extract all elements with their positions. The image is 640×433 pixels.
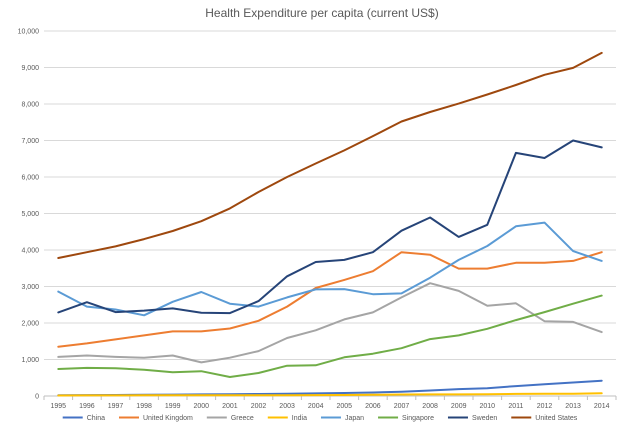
chart-title: Health Expenditure per capita (current U… (205, 6, 438, 20)
series-line-united-states (57, 51, 603, 259)
legend-item-sweden: Sweden (447, 415, 497, 422)
legend-label: Japan (345, 415, 364, 422)
legend-label: United States (535, 415, 578, 422)
series-line-india (57, 392, 603, 397)
x-tick-label: 2008 (422, 403, 438, 410)
legend-label: United Kingdom (143, 415, 193, 422)
legend-item-greece: Greece (206, 415, 254, 422)
y-axis: 0 1,000 2,000 3,000 4,000 5,000 6,000 7,000 8,00… (18, 29, 40, 401)
y-tick-label: 2,000 (21, 321, 39, 328)
legend-label: Sweden (472, 415, 497, 422)
x-tick-label: 1995 (51, 403, 67, 410)
legend-item-united-states: United States (511, 415, 578, 422)
legend-item-china: China (62, 415, 105, 422)
series-line-singapore (57, 294, 603, 378)
legend-label: Singapore (402, 415, 434, 422)
x-tick-label: 1996 (79, 403, 95, 410)
y-tick-label: 7,000 (21, 138, 39, 145)
x-tick-label: 1998 (136, 403, 152, 410)
legend-item-united-kingdom: United Kingdom (119, 415, 193, 422)
y-tick-label: 6,000 (21, 175, 39, 182)
x-tick-label: 2009 (451, 403, 467, 410)
gridlines (44, 30, 616, 397)
legend-item-singapore: Singapore (378, 415, 434, 422)
x-axis: 1995 1996 1997 1998 1999 2000 2001 2002 2003 2004… (43, 396, 617, 410)
series-line-united-kingdom (57, 251, 603, 348)
x-tick-label: 2007 (394, 403, 410, 410)
legend-label: India (292, 415, 307, 422)
series-line-japan (57, 221, 603, 317)
y-tick-label: 10,000 (18, 29, 40, 36)
series-lines (57, 51, 603, 397)
x-tick-label: 2011 (508, 403, 523, 410)
x-tick-label: 2010 (480, 403, 496, 410)
x-tick-label: 2001 (222, 403, 238, 410)
x-tick-label: 2006 (365, 403, 381, 410)
series-line-sweden (57, 139, 603, 315)
y-tick-label: 3,000 (21, 284, 39, 291)
x-tick-label: 1997 (108, 403, 124, 410)
y-tick-label: 8,000 (21, 102, 39, 109)
x-tick-label: 2004 (308, 403, 324, 410)
x-tick-label: 2002 (251, 403, 267, 410)
x-tick-label: 2000 (194, 403, 210, 410)
y-tick-label: 5,000 (21, 211, 39, 218)
legend-item-japan: Japan (320, 415, 364, 422)
x-tick-label: 2005 (337, 403, 353, 410)
legend: China United Kingdom Greece India Japan Singa… (62, 415, 578, 422)
x-tick-label: 2013 (565, 403, 581, 410)
legend-label: Greece (231, 415, 254, 422)
x-tick-label: 2014 (594, 403, 610, 410)
x-tick-label: 1999 (165, 403, 181, 410)
legend-label: China (87, 415, 105, 422)
y-tick-label: 4,000 (21, 248, 39, 255)
series-line-greece (57, 282, 603, 364)
y-tick-label: 1,000 (21, 357, 39, 364)
x-tick-label: 2012 (537, 403, 553, 410)
x-tick-label: 2003 (279, 403, 295, 410)
y-tick-label: 9,000 (21, 65, 39, 72)
legend-item-india: India (267, 415, 307, 422)
y-tick-label: 0 (35, 394, 39, 401)
